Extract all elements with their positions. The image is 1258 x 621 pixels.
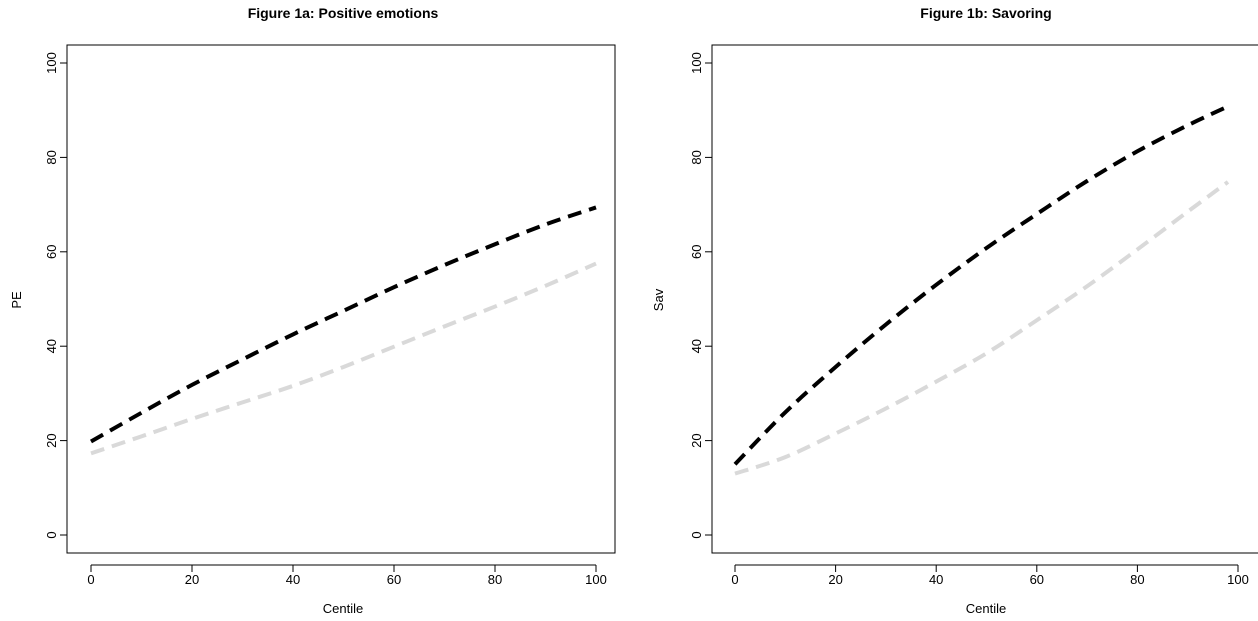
series-layer — [733, 104, 1230, 476]
y-axis-label: PE — [9, 291, 24, 309]
y-tick-label: 100 — [44, 52, 59, 74]
x-tick-label: 100 — [585, 572, 607, 587]
x-tick-label: 80 — [1130, 572, 1144, 587]
series-line-light — [734, 180, 1230, 476]
x-tick-label: 100 — [1227, 572, 1249, 587]
x-tick-label: 20 — [828, 572, 842, 587]
x-tick-label: 0 — [731, 572, 738, 587]
x-axis-label: Centile — [966, 601, 1006, 616]
y-tick-label: 80 — [44, 150, 59, 164]
x-tick-label: 80 — [488, 572, 502, 587]
y-tick-label: 0 — [44, 531, 59, 538]
y-tick-label: 80 — [689, 150, 704, 164]
tick-layer: 0 20 40 60 80 100 0 20 40 60 80 100 — [689, 52, 1249, 587]
x-tick-label: 60 — [1030, 572, 1044, 587]
chart-title: Figure 1a: Positive emotions — [248, 5, 439, 21]
series-line-light — [90, 261, 597, 456]
y-tick-label: 0 — [689, 531, 704, 538]
y-tick-label: 20 — [44, 433, 59, 447]
series-line-dark — [90, 205, 597, 444]
x-tick-label: 60 — [387, 572, 401, 587]
plot-frame — [711, 44, 1258, 554]
y-tick-label: 40 — [44, 339, 59, 353]
chart-title: Figure 1b: Savoring — [920, 5, 1051, 21]
y-tick-label: 40 — [689, 339, 704, 353]
y-tick-label: 60 — [689, 245, 704, 259]
y-tick-label: 20 — [689, 433, 704, 447]
y-tick-label: 100 — [689, 52, 704, 74]
x-tick-label: 0 — [87, 572, 94, 587]
x-tick-label: 20 — [185, 572, 199, 587]
y-tick-label: 60 — [44, 245, 59, 259]
series-layer — [90, 205, 597, 456]
tick-layer: 0 20 40 60 80 100 0 20 40 60 80 100 — [44, 52, 607, 587]
x-tick-label: 40 — [929, 572, 943, 587]
plot-frame — [66, 44, 616, 554]
x-axis-label: Centile — [323, 601, 363, 616]
y-axis-label: Sav — [651, 288, 666, 311]
x-tick-label: 40 — [286, 572, 300, 587]
chart-panel-positive-emotions: Figure 1a: Positive emotions Centile PE … — [9, 5, 616, 616]
chart-panel-savoring: Figure 1b: Savoring Centile Sav 0 20 40 60 8… — [651, 5, 1258, 616]
series-line-dark — [733, 104, 1229, 466]
